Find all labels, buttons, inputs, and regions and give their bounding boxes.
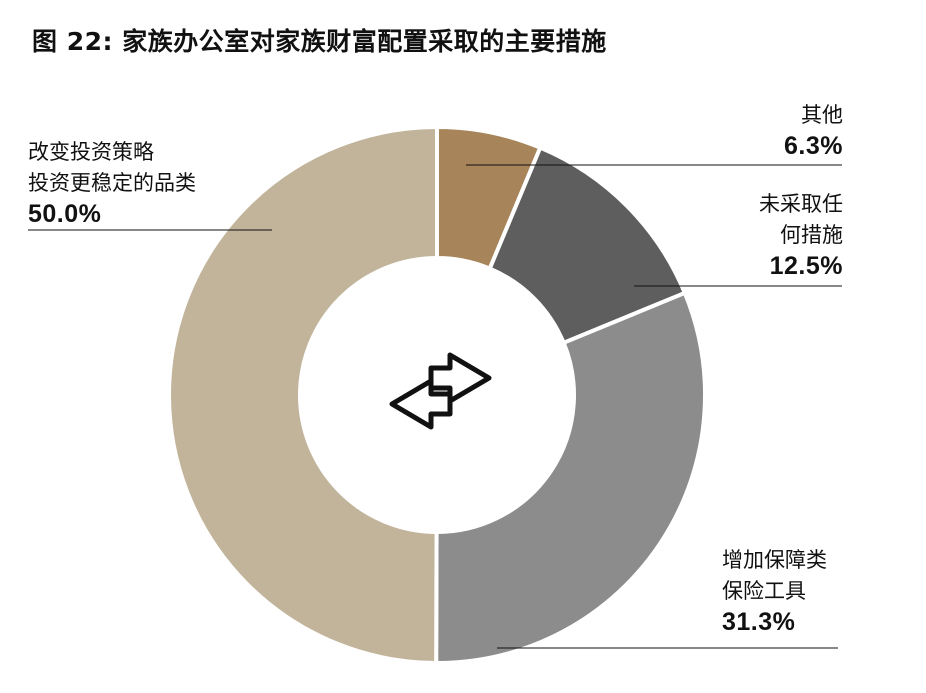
leader-lines (28, 164, 842, 649)
callout-other: 其他 6.3% (784, 100, 843, 162)
donut-slices (166, 124, 707, 666)
slice-label: 何措施 (780, 223, 843, 247)
callout-insurance: 增加保障类 保险工具 31.3% (722, 545, 827, 638)
swap-arrows-icon (389, 352, 492, 430)
slice-label: 增加保障类 (722, 548, 827, 572)
slice-label: 保险工具 (722, 579, 806, 603)
slice-value-label: 31.3% (722, 608, 796, 636)
slice-label: 改变投资策略 (28, 140, 154, 164)
donut-slice-insurance (434, 290, 707, 666)
slice-label: 其他 (801, 103, 843, 127)
donut-slice-stable-investment (166, 124, 439, 666)
slice-value-label: 12.5% (769, 252, 843, 280)
slice-label: 未采取任 (759, 192, 843, 216)
slice-label: 投资更稳定的品类 (28, 171, 196, 195)
callout-no-action: 未采取任 何措施 12.5% (759, 189, 843, 282)
chart-title: 图 22: 家族办公室对家族财富配置采取的主要措施 (32, 27, 607, 56)
callout-stable-investment: 改变投资策略 投资更稳定的品类 50.0% (28, 137, 196, 230)
slice-value-label: 6.3% (784, 132, 843, 160)
slice-value-label: 50.0% (28, 200, 102, 228)
